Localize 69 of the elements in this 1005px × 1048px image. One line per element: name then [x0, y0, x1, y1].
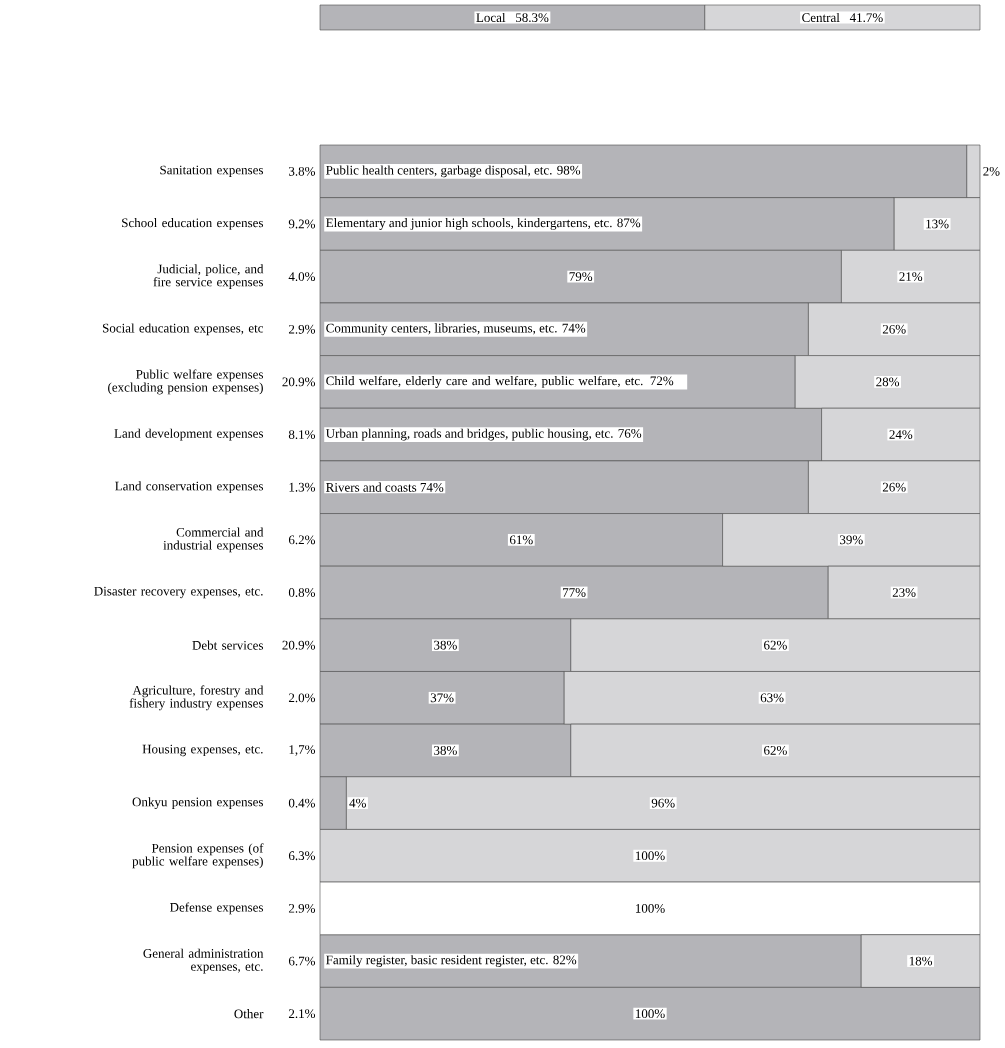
data-label: 24% [889, 430, 913, 439]
data-label: 100% [635, 851, 665, 861]
text: 9.2% [288, 219, 316, 229]
data-label: 62% [764, 640, 787, 650]
text: 2.9% [288, 903, 316, 913]
data-label: Family register, basic resident register, etc. 82% [326, 955, 577, 967]
data-label: 13% [926, 219, 949, 229]
y-tick-label: Commercial and industrial expenses [163, 527, 264, 553]
y-tick-label: Disaster recovery expenses, etc. [94, 586, 263, 599]
data-label: 38% [434, 640, 457, 650]
text: 2.1% [288, 1009, 316, 1019]
y-tick-label: Social education expenses, etc [102, 323, 264, 336]
y-tick-label: Agriculture, forestry and fishery industry expenses [129, 685, 264, 711]
data-label: Community centers, libraries, museums, etc. 74% [326, 323, 586, 336]
data-label: Rivers and coasts 74% [326, 482, 444, 492]
text: 6.7% [288, 956, 316, 966]
text: 3.8% [289, 166, 316, 176]
y-tick-label: Sanitation expenses [160, 165, 264, 178]
data-label: 96% [651, 798, 675, 808]
data-label: 41.7% [849, 13, 883, 23]
data-label: 62% [764, 746, 787, 755]
data-label: 23% [892, 588, 916, 597]
series-label: Central [802, 12, 840, 23]
text: 20.9% [282, 640, 316, 650]
y-tick-label: General administration expenses, etc. [143, 948, 264, 974]
text: 6.2% [288, 535, 316, 545]
y-tick-label: Land conservation expenses [115, 481, 264, 494]
data-label: 28% [876, 377, 900, 387]
text: 1.3% [289, 482, 316, 492]
y-tick-label: Pension expenses (of public welfare expenses) [132, 843, 264, 869]
text: 8.1% [288, 430, 316, 439]
y-tick-label: School education expenses [122, 218, 264, 230]
data-label: 61% [509, 535, 533, 545]
text: 20.9% [282, 377, 316, 387]
text: 1,7% [289, 745, 316, 756]
y-tick-label: Onkyu pension expenses [132, 797, 263, 810]
data-label: 37% [430, 693, 454, 703]
data-label: 39% [840, 535, 863, 545]
y-tick-label: Other [234, 1009, 264, 1019]
y-tick-label: Defense expenses [169, 902, 263, 915]
y-tick-label: Land development expenses [114, 428, 264, 441]
data-label: 4% [349, 798, 366, 808]
text: 6.3% [288, 851, 316, 861]
data-label: 100% [635, 1009, 665, 1019]
data-label: 77% [563, 588, 586, 597]
text: 2.9% [288, 324, 316, 334]
y-tick-label: Public welfare expenses (excluding pension expenses) [108, 369, 264, 395]
data-label: 58.3% [516, 13, 549, 23]
y-tick-label: Judicial, police, and fire service expenses [153, 264, 264, 290]
data-label: Elementary and junior high schools, kindergartens, etc. 87% [326, 218, 641, 230]
data-label: 26% [882, 324, 906, 334]
data-label: Child welfare, elderly care and welfare, public welfare, etc. 72% [326, 375, 674, 388]
data-label: 38% [434, 746, 457, 755]
data-label: 63% [760, 693, 784, 703]
data-label: 2% [983, 166, 1000, 176]
data-label: 18% [909, 956, 933, 966]
y-tick-label: Housing expenses, etc. [142, 744, 263, 757]
data-label: 26% [882, 482, 906, 492]
y-tick-label: Debt services [192, 640, 263, 650]
data-label: Public health centers, garbage disposal, etc. 98% [326, 165, 581, 178]
series-label: Local [476, 12, 506, 23]
text: 2.0% [288, 693, 316, 703]
data-label: 21% [899, 272, 923, 282]
text: 0.4% [288, 798, 316, 808]
data-label: 79% [569, 272, 593, 282]
text: 4.0% [288, 272, 316, 282]
data-label: 100% [635, 903, 665, 913]
text: 0.8% [288, 588, 316, 597]
data-label: Urban planning, roads and bridges, public housing, etc. 76% [325, 428, 642, 441]
